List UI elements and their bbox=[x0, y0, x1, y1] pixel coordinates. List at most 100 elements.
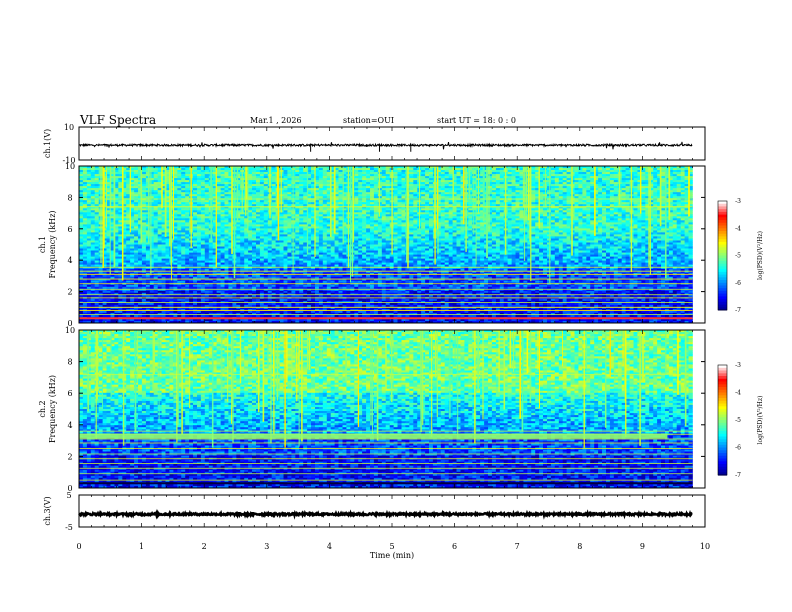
spectrogram-cell bbox=[126, 168, 131, 171]
spectrogram-cell bbox=[295, 214, 300, 217]
spectrogram-cell bbox=[444, 176, 449, 179]
spectrogram-cell bbox=[303, 220, 308, 223]
spectrogram-cell bbox=[315, 176, 320, 179]
spectrogram-cell bbox=[307, 176, 312, 179]
spectrogram-cell bbox=[381, 212, 387, 215]
spectrogram-cell bbox=[110, 200, 115, 203]
spectrogram-cell bbox=[523, 214, 528, 217]
spectrogram-cell bbox=[562, 176, 567, 179]
spectrogram-cell bbox=[617, 218, 623, 221]
spectrogram-cell bbox=[625, 206, 630, 209]
spectrogram-cell bbox=[216, 192, 221, 195]
spectrogram-cell bbox=[197, 204, 202, 207]
spectrogram-cell bbox=[177, 180, 182, 183]
spectrogram-cell bbox=[114, 172, 119, 175]
spectrogram-cell bbox=[381, 180, 387, 183]
spectrogram-cell bbox=[531, 214, 536, 217]
spectrogram-cell bbox=[676, 170, 681, 173]
spectrogram-cell bbox=[326, 170, 332, 173]
spectrogram-cell bbox=[161, 210, 166, 213]
spectrogram-cell bbox=[236, 214, 241, 217]
spectrogram-cell bbox=[220, 214, 225, 217]
spectrogram-cell bbox=[224, 192, 229, 195]
spectrogram-cell bbox=[130, 192, 135, 195]
spectrogram-cell bbox=[177, 168, 182, 171]
spectrogram-cell bbox=[165, 194, 170, 197]
spectrogram-cell bbox=[511, 178, 516, 181]
spectrogram-cell bbox=[436, 188, 442, 191]
spectrogram-cell bbox=[436, 204, 442, 207]
spectrogram-cell bbox=[200, 186, 206, 189]
spectrogram-cell bbox=[680, 216, 685, 219]
spectrogram-cell bbox=[456, 190, 461, 193]
spectrogram-cell bbox=[609, 220, 615, 223]
spectrogram-cell bbox=[539, 172, 544, 175]
spectrogram-cell bbox=[452, 200, 457, 203]
spectrogram-cell bbox=[102, 192, 107, 195]
spectrogram-cell bbox=[507, 170, 512, 173]
spectrogram-cell bbox=[299, 218, 304, 221]
spectrogram-cell bbox=[440, 206, 446, 209]
spectrogram-cell bbox=[649, 196, 654, 199]
spectrogram-cell bbox=[86, 184, 92, 187]
spectrogram-cell bbox=[519, 172, 524, 175]
spectrogram-cell bbox=[633, 168, 638, 171]
spectrogram-cell bbox=[413, 172, 418, 175]
spectrogram-cell bbox=[94, 174, 99, 177]
spectrogram-cell bbox=[558, 220, 564, 223]
spectrogram-cell bbox=[224, 202, 229, 205]
spectrogram-cell bbox=[645, 166, 650, 169]
spectrogram-cell bbox=[613, 200, 619, 203]
spectrogram-cell bbox=[141, 214, 147, 217]
spectrogram-cell bbox=[409, 170, 414, 173]
spectrogram-cell bbox=[499, 210, 505, 213]
spectrogram-cell bbox=[318, 188, 324, 191]
spectrogram-cell bbox=[495, 170, 501, 173]
spectrogram-cell bbox=[145, 212, 151, 215]
spectrogram-cell bbox=[126, 192, 131, 195]
spectrogram-cell bbox=[299, 202, 304, 205]
spectrogram-cell bbox=[480, 212, 485, 215]
spectrogram-cell bbox=[291, 220, 296, 223]
spectrogram-cell bbox=[672, 186, 678, 189]
spectrogram-cell bbox=[637, 168, 642, 171]
spectrogram-cell bbox=[110, 166, 115, 169]
spectrogram-cell bbox=[149, 178, 155, 181]
spectrogram-cell bbox=[491, 220, 497, 223]
spectrogram-cell bbox=[421, 168, 426, 171]
spectrogram-cell bbox=[436, 212, 442, 215]
spectrogram-cell bbox=[488, 198, 493, 201]
spectrogram-cell bbox=[594, 202, 599, 205]
spectrogram-cell bbox=[338, 184, 343, 187]
spectrogram-cell bbox=[499, 212, 505, 215]
spectrogram-cell bbox=[645, 214, 650, 217]
spectrogram-cell bbox=[582, 178, 587, 181]
spectrogram-cell bbox=[318, 168, 324, 171]
spectrogram-cell bbox=[535, 188, 540, 191]
spectrogram-cell bbox=[668, 210, 674, 213]
spectrogram-cell bbox=[138, 194, 143, 197]
spectrogram-cell bbox=[582, 170, 587, 173]
spectrogram-cell bbox=[429, 174, 434, 177]
spectrogram-cell bbox=[90, 180, 96, 183]
spectrogram-cell bbox=[334, 196, 339, 199]
spectrogram-cell bbox=[220, 194, 225, 197]
spectrogram-cell bbox=[657, 192, 662, 195]
spectrogram-cell bbox=[259, 200, 265, 203]
spectrogram-cell bbox=[413, 180, 418, 183]
spectrogram-cell bbox=[79, 198, 84, 201]
spectrogram-cell bbox=[106, 174, 111, 177]
spectrogram-cell bbox=[130, 166, 135, 169]
spectrogram-cell bbox=[425, 174, 430, 177]
spectrogram-cell bbox=[590, 172, 595, 175]
spectrogram-cell bbox=[495, 214, 501, 217]
spectrogram-cell bbox=[283, 220, 288, 223]
spectrogram-cell bbox=[397, 176, 402, 179]
spectrogram-cell bbox=[311, 200, 316, 203]
spectrogram-cell bbox=[590, 192, 595, 195]
spectrogram-cell bbox=[562, 172, 567, 175]
spectrogram-cell bbox=[574, 194, 579, 197]
spectrogram-cell bbox=[609, 198, 615, 201]
spectrogram-cell bbox=[271, 170, 276, 173]
spectrogram-cell bbox=[586, 174, 591, 177]
